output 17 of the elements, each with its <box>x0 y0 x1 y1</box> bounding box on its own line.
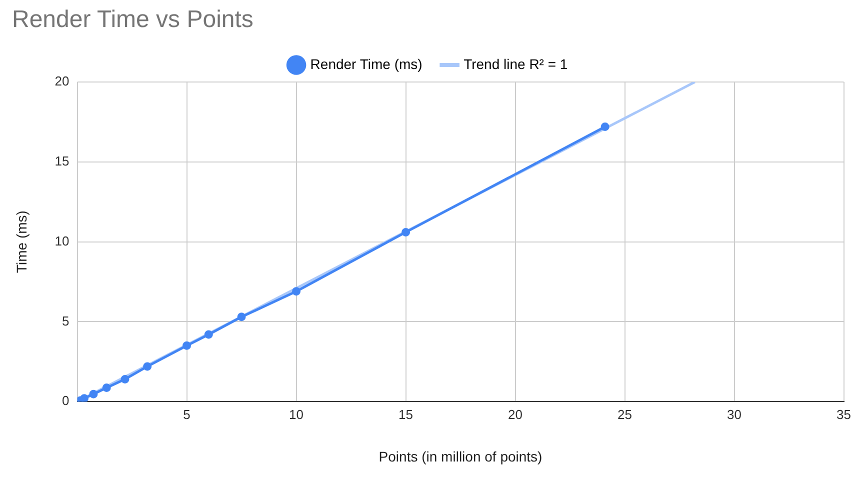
chart-title: Render Time vs Points <box>12 6 254 34</box>
y-tick-label: 5 <box>62 313 70 328</box>
x-tick-label: 25 <box>618 406 632 422</box>
y-tick-label: 10 <box>54 233 70 248</box>
y-tick-label: 15 <box>54 153 70 168</box>
x-tick-label: 15 <box>398 406 413 422</box>
x-tick-label: 20 <box>508 406 522 422</box>
y-axis-title: Time (ms) <box>13 210 30 274</box>
x-tick-label: 10 <box>289 406 304 422</box>
y-tick-label: 20 <box>54 74 70 89</box>
x-axis-title: Points (in million of points) <box>378 448 542 464</box>
x-tick-label: 30 <box>727 406 742 422</box>
x-tick-label: 35 <box>836 406 852 422</box>
legend-label: Render Time (ms) <box>310 56 422 72</box>
legend-label: Trend line R² = 1 <box>464 56 568 72</box>
y-tick-label: 0 <box>62 393 70 408</box>
x-tick-label: 5 <box>183 406 190 422</box>
